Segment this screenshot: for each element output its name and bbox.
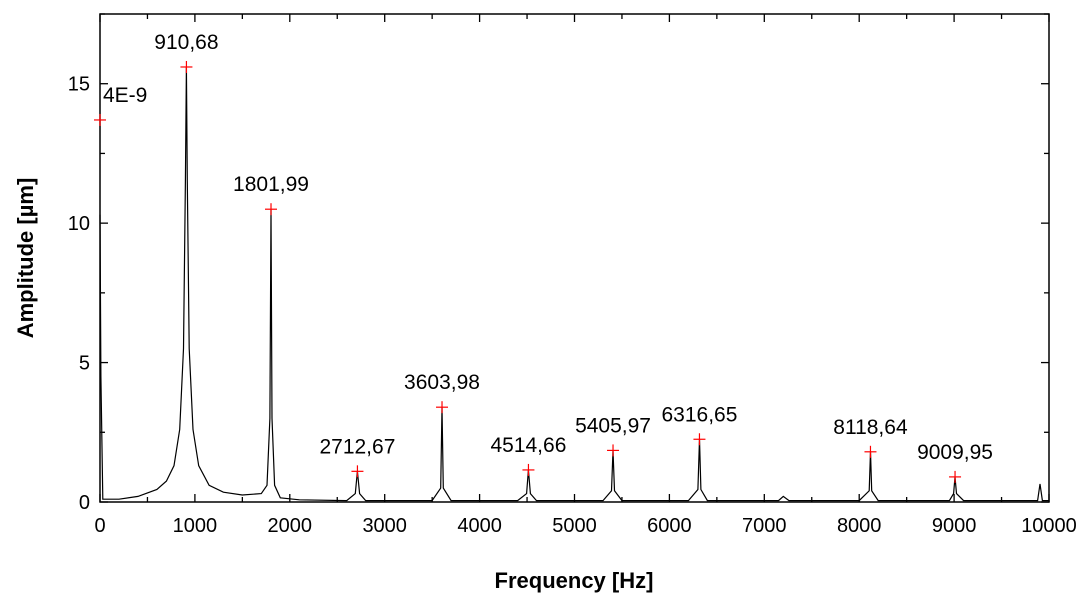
peak-label: 4514,66 [490, 434, 566, 457]
peak-label: 5405,97 [575, 414, 651, 437]
peak-label: 1801,99 [233, 173, 309, 196]
y-tick-label: 15 [68, 74, 90, 96]
x-tick-label: 1000 [173, 515, 218, 537]
peak-label: 4E-9 [103, 84, 147, 107]
x-axis-title: Frequency [Hz] [495, 568, 654, 593]
x-tick-label: 3000 [362, 515, 407, 537]
peak-label: 910,68 [154, 31, 218, 54]
y-tick-label: 0 [79, 492, 90, 514]
x-tick-label: 7000 [742, 515, 787, 537]
peak-label: 8118,64 [833, 416, 908, 439]
y-tick-label: 10 [68, 213, 90, 235]
peak-label: 2712,67 [319, 435, 395, 458]
peak-label: 6316,65 [661, 403, 737, 426]
y-tick-label: 5 [79, 353, 90, 375]
peak-label: 3603,98 [404, 371, 480, 394]
y-axis-ticks: 0 5 10 15 [68, 13, 1049, 514]
x-tick-label: 8000 [837, 515, 882, 537]
x-tick-label: 0 [94, 515, 105, 537]
x-tick-label: 2000 [268, 515, 313, 537]
y-axis-title: Amplitude [µm] [13, 178, 38, 339]
x-tick-label: 9000 [932, 515, 977, 537]
peak-label: 9009,95 [917, 441, 993, 464]
x-axis-ticks: 0 1000 2000 3000 4000 5000 6000 7000 8000 9000 100… [94, 14, 1077, 537]
x-tick-label: 5000 [552, 515, 597, 537]
peak-markers: 4E-9 910,68 1801,99 2712,67 3603,98 4514,66 54… [94, 31, 993, 483]
x-tick-label: 4000 [457, 515, 502, 537]
x-tick-label: 6000 [647, 515, 692, 537]
x-tick-label: 10000 [1021, 515, 1077, 537]
